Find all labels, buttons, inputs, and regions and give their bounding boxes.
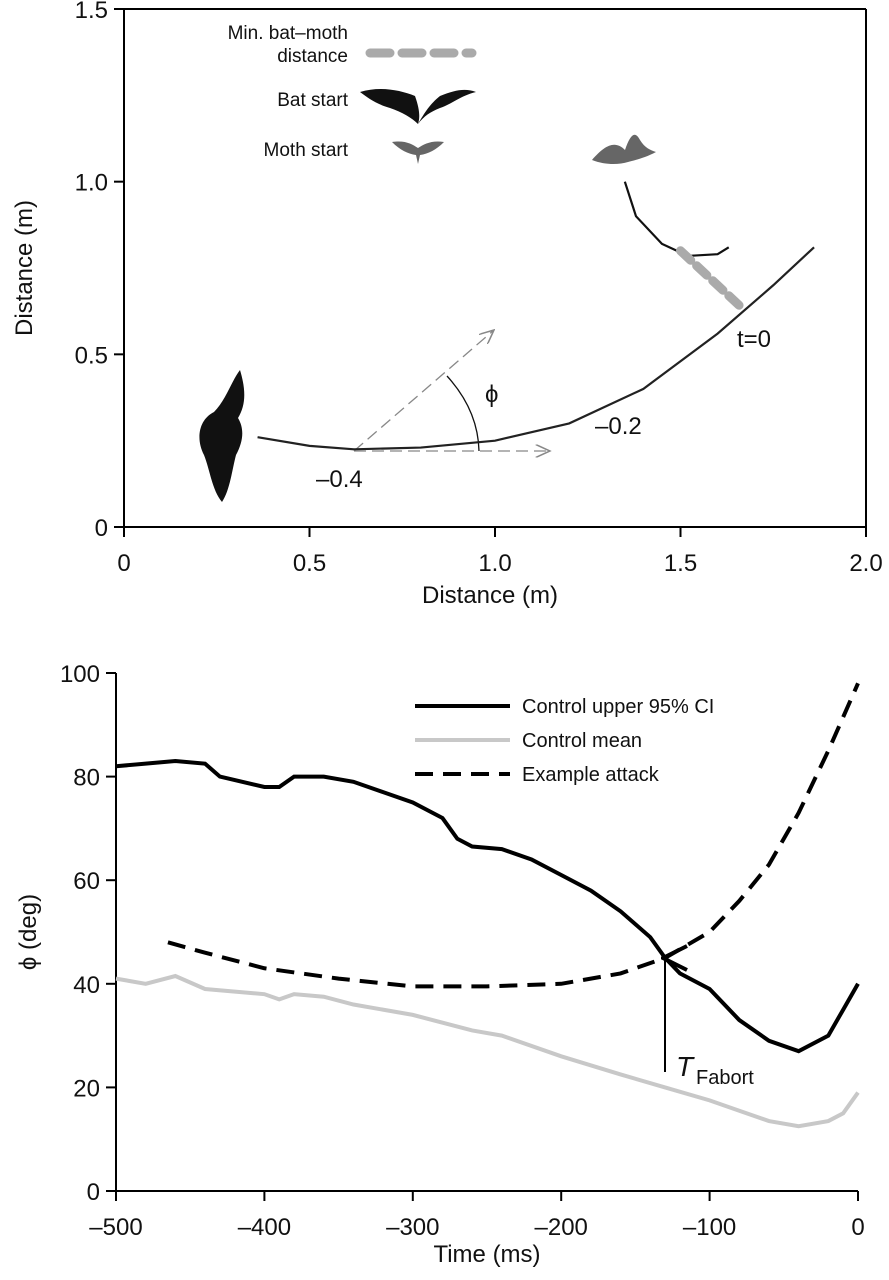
y-tick-label: 60 [73, 868, 100, 895]
bat-icon [199, 89, 476, 502]
legend-label: Control upper 95% CI [522, 696, 714, 718]
moth-icon [392, 134, 656, 165]
x-axis-label: Time (ms) [433, 1241, 540, 1268]
y-tick-label: 1.5 [75, 0, 108, 24]
annotation: t=0 [737, 326, 771, 353]
legend-label: Moth start [264, 140, 349, 161]
annotation: ϕ [485, 381, 498, 408]
y-tick-label: 40 [73, 972, 100, 999]
annotation: –0.4 [316, 466, 363, 493]
series-line [623, 181, 730, 258]
x-tick-label: 0.5 [293, 550, 326, 577]
series-line [115, 973, 860, 1129]
x-tick-label: –300 [386, 1214, 439, 1241]
annotation: –0.2 [595, 413, 642, 440]
series-line [676, 246, 745, 311]
legend-label: Bat start [277, 90, 348, 111]
angle-arrows [353, 330, 550, 451]
y-tick-label: 0 [87, 1179, 100, 1206]
series-line [167, 682, 860, 989]
angle-arc [446, 375, 480, 452]
annotation-sub: Fabort [696, 1067, 754, 1089]
y-tick-label: 0.5 [75, 342, 108, 369]
legend-label: Min. bat–moth distance [227, 23, 348, 67]
y-tick-label: 0 [95, 515, 108, 542]
x-tick-label: –400 [238, 1214, 291, 1241]
y-tick-label: 100 [60, 661, 100, 688]
x-tick-label: 1.0 [478, 550, 511, 577]
legend-label: Example attack [522, 764, 660, 786]
x-axis-label: Distance (m) [422, 582, 558, 609]
legend-label: Control mean [522, 730, 642, 752]
x-tick-label: 0 [117, 550, 130, 577]
y-tick-label: 20 [73, 1075, 100, 1102]
x-tick-label: 1.5 [664, 550, 697, 577]
x-tick-label: 2.0 [849, 550, 882, 577]
y-tick-label: 80 [73, 765, 100, 792]
series-line [115, 759, 860, 1054]
y-axis-label: Distance (m) [11, 200, 38, 336]
x-tick-label: –100 [683, 1214, 736, 1241]
series-line [257, 246, 815, 451]
x-tick-label: 0 [851, 1214, 864, 1241]
x-tick-label: –500 [89, 1214, 142, 1241]
annotation: T [676, 1051, 695, 1082]
y-axis-label: ϕ (deg) [15, 894, 42, 970]
x-tick-label: –200 [535, 1214, 588, 1241]
y-tick-label: 1.0 [75, 170, 108, 197]
